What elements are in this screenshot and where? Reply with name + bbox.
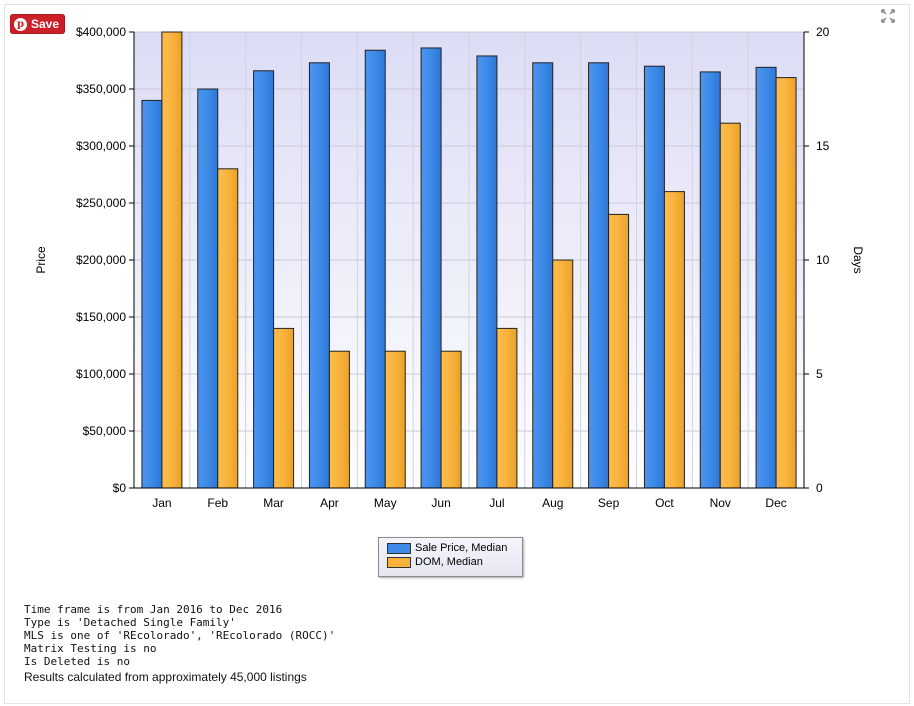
bars [141, 31, 797, 489]
note-line: Type is 'Detached Single Family' [24, 616, 236, 629]
legend-label: Sale Price, Median [415, 542, 508, 554]
note-line: Time frame is from Jan 2016 to Dec 2016 [24, 603, 283, 616]
x-tick-label: Feb [207, 496, 228, 510]
tick-labels: $0 $50,000 $100,000 $150,000 $200,000 $250,00… [76, 25, 830, 510]
bar-sale-price [420, 47, 442, 489]
y2-axis-label: Days [851, 246, 865, 273]
y-tick-label: $0 [113, 481, 127, 495]
bar-dom [384, 350, 406, 489]
pinterest-icon: p [14, 17, 27, 31]
bar-dom [608, 213, 630, 489]
y-tick-label: $300,000 [76, 139, 126, 153]
y-tick-label: $200,000 [76, 253, 126, 267]
save-button-label: Save [31, 17, 60, 31]
y-axis-label: Price [34, 246, 48, 274]
legend-swatch-blue [387, 542, 411, 554]
y-tick-label: $400,000 [76, 25, 126, 39]
bar-dom [273, 327, 295, 489]
chart-notes: Time frame is from Jan 2016 to Dec 2016 … [24, 603, 335, 684]
bar-sale-price [253, 70, 275, 489]
bar-dom [440, 350, 462, 489]
x-tick-label: Oct [655, 496, 674, 510]
bar-dom [496, 327, 518, 489]
chart-legend: Sale Price, Median DOM, Median [378, 537, 523, 577]
note-line: Matrix Testing is no [24, 642, 157, 655]
x-tick-label: Jun [431, 496, 450, 510]
legend-item-sale-price[interactable]: Sale Price, Median [387, 542, 507, 554]
x-tick-label: Dec [765, 496, 786, 510]
bar-sale-price [643, 65, 665, 489]
y2-tick-label: 15 [816, 139, 830, 153]
y2-tick-label: 20 [816, 25, 830, 39]
save-button[interactable]: p Save [10, 14, 66, 34]
bar-dom [161, 31, 183, 489]
x-tick-label: Sep [598, 496, 620, 510]
y-tick-label: $50,000 [83, 424, 127, 438]
y-tick-label: $150,000 [76, 310, 126, 324]
y-tick-label: $250,000 [76, 196, 126, 210]
expand-icon[interactable] [880, 8, 896, 24]
bar-sale-price [532, 62, 554, 489]
x-tick-label: Apr [320, 496, 339, 510]
legend-label: DOM, Median [415, 556, 483, 568]
note-line: Is Deleted is no [24, 655, 130, 668]
gridlines [134, 31, 804, 488]
bar-dom [663, 191, 685, 489]
x-tick-label: Aug [542, 496, 563, 510]
legend-item-dom[interactable]: DOM, Median [387, 556, 483, 568]
bar-sale-price [141, 99, 163, 489]
y-tick-label: $350,000 [76, 82, 126, 96]
x-tick-label: Jul [489, 496, 504, 510]
x-tick-label: May [374, 496, 397, 510]
bar-sale-price [364, 49, 386, 489]
x-tick-label: Mar [263, 496, 284, 510]
bar-dom [552, 259, 574, 489]
y2-tick-label: 10 [816, 253, 830, 267]
bar-sale-price [197, 88, 219, 489]
results-note: Results calculated from approximately 45… [24, 670, 307, 684]
bar-sale-price [308, 62, 330, 489]
legend-swatch-orange [387, 556, 411, 568]
bar-dom [719, 122, 741, 489]
bar-dom [328, 350, 350, 489]
bar-sale-price [755, 66, 777, 489]
axes [129, 31, 809, 489]
bar-sale-price [588, 62, 610, 489]
note-line: MLS is one of 'REcolorado', 'REcolorado … [24, 629, 336, 642]
bar-sale-price [476, 55, 498, 489]
y2-tick-label: 0 [816, 481, 823, 495]
bar-dom [217, 168, 239, 489]
y2-tick-label: 5 [816, 367, 823, 381]
bar-sale-price [699, 71, 721, 489]
x-tick-label: Nov [710, 496, 731, 510]
y-tick-label: $100,000 [76, 367, 126, 381]
bar-dom [775, 77, 797, 489]
x-tick-label: Jan [152, 496, 171, 510]
